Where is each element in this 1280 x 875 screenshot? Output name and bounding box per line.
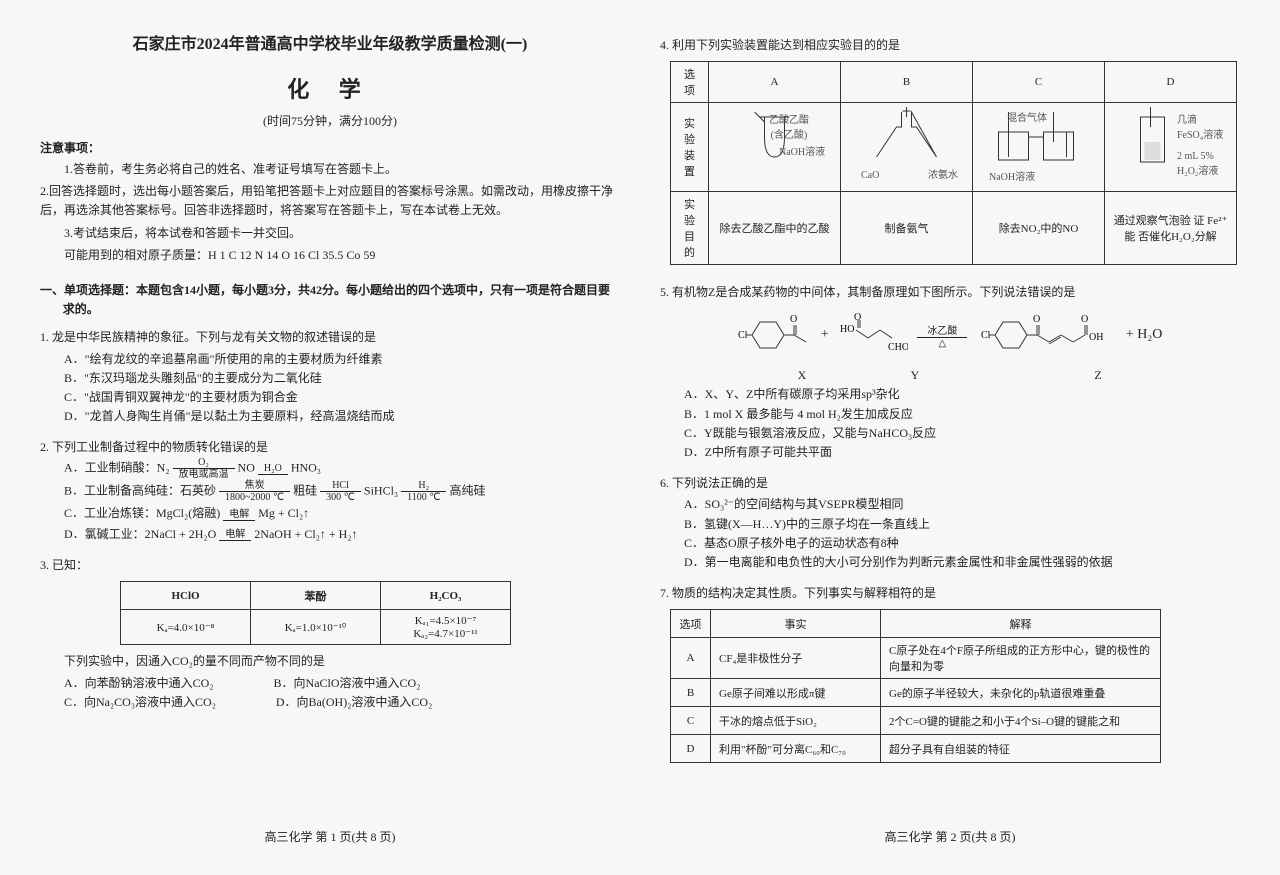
notice-head: 注意事项：	[40, 139, 620, 156]
q4-hdr-c: C	[973, 62, 1105, 103]
q7-table: 选项 事实 解释 ACF₄是非极性分子C原子处在4个F原子所组成的正方形中心，键…	[670, 609, 1161, 763]
q6-opt-a: A．SO₃²⁻的空间结构与其VSEPR模型相同	[684, 495, 1240, 514]
q1-text: 1. 龙是中华民族精神的象征。下列与龙有关文物的叙述错误的是	[40, 330, 376, 344]
q4-apparatus-c: 混合气体 NaOH溶液	[973, 103, 1105, 192]
question-3: 3. 已知： HClO 苯酚 H₂CO₃ Kₐ=4.0×10⁻⁸ Kₐ=1.0×…	[40, 556, 620, 712]
svg-text:OH: OH	[1089, 332, 1103, 343]
q5-opt-d: D．Z中所有原子可能共平面	[684, 443, 1240, 462]
q4-hdr-b: B	[841, 62, 973, 103]
q5-opt-b: B．1 mol X 最多能与 4 mol H₂发生加成反应	[684, 405, 1240, 424]
q5-opt-c: C．Y既能与银氨溶液反应，又能与NaHCO₃反应	[684, 424, 1240, 443]
question-6: 6. 下列说法正确的是 A．SO₃²⁻的空间结构与其VSEPR模型相同 B．氢键…	[660, 474, 1240, 572]
timing: (时间75分钟，满分100分)	[40, 112, 620, 129]
q4-aim-c: 除去NO₂中的NO	[973, 192, 1105, 265]
q3-h3: H₂CO₃	[381, 582, 511, 610]
svg-text:O: O	[1081, 314, 1088, 325]
q6-opt-b: B．氢键(X—H…Y)中的三原子均在一条直线上	[684, 515, 1240, 534]
q3-v1: Kₐ=4.0×10⁻⁸	[121, 610, 251, 645]
q4-table: 选项 A B C D 实验装置 乙酸乙酯(含乙酸) NaOH溶液	[670, 61, 1237, 265]
svg-text:CHO: CHO	[888, 342, 908, 353]
atomic-masses: 可能用到的相对原子质量：H 1 C 12 N 14 O 16 Cl 35.5 C…	[40, 246, 620, 265]
q7-row-a: ACF₄是非极性分子C原子处在4个F原子所组成的正方形中心，键的极性的向量和为零	[671, 638, 1161, 679]
q3-text: 3. 已知：	[40, 558, 88, 572]
q3-v3: Kₐ₁=4.5×10⁻⁷Kₐ₂=4.7×10⁻¹¹	[381, 610, 511, 645]
q1-opt-c: C．"战国青铜双翼神龙"的主要材质为铜合金	[64, 388, 620, 407]
q6-opt-d: D．第一电离能和电负性的大小可分别作为判断元素金属性和非金属性强弱的依据	[684, 553, 1240, 572]
q3-h1: HClO	[121, 582, 251, 610]
notice-1: 1.答卷前，考生务必将自己的姓名、准考证号填写在答题卡上。	[40, 160, 620, 179]
q7-row-c: C干冰的熔点低于SiO₂2个C=O键的键能之和小于4个Si–O键的键能之和	[671, 707, 1161, 735]
q4-hdr-opt: 选项	[671, 62, 709, 103]
q5-opt-a: A．X、Y、Z中所有碳原子均采用sp³杂化	[684, 385, 1240, 404]
footer-right: 高三化学 第 2 页(共 8 页)	[660, 816, 1240, 845]
svg-text:O: O	[1033, 314, 1040, 325]
q5-reaction: ClO + HOCHOO 冰乙酸△ ClOOOH + H₂O	[660, 310, 1240, 360]
section-1-head: 一、单项选择题：本题包含14小题，每小题3分，共42分。每小题给出的四个选项中，…	[40, 281, 620, 319]
page-left: 石家庄市2024年普通高中学校毕业年级教学质量检测(一) 化 学 (时间75分钟…	[40, 30, 620, 845]
notice-2: 2.回答选择题时，选出每小题答案后，用铅笔把答题卡上对应题目的答案标号涂黑。如需…	[40, 182, 620, 220]
q4-aim-d: 通过观察气泡验 证 Fe²⁺ 能 否催化H₂O₂分解	[1105, 192, 1237, 265]
svg-text:HO: HO	[840, 324, 854, 335]
notice-block: 注意事项： 1.答卷前，考生务必将自己的姓名、准考证号填写在答题卡上。 2.回答…	[40, 139, 620, 273]
q2-opt-b: B．工业制备高纯硅：石英砂 焦炭1800~2000 ℃ 粗硅 HCl300 ℃ …	[64, 480, 620, 503]
q4-apparatus-a: 乙酸乙酯(含乙酸) NaOH溶液	[709, 103, 841, 192]
q6-text: 6. 下列说法正确的是	[660, 476, 768, 490]
q1-opt-b: B．"东汉玛瑙龙头雕刻品"的主要成分为二氧化硅	[64, 369, 620, 388]
question-4: 4. 利用下列实验装置能达到相应实验目的的是 选项 A B C D 实验装置 乙…	[660, 36, 1240, 271]
svg-text:O: O	[854, 312, 861, 323]
q3-subtext: 下列实验中，因通入CO₂的量不同而产物不同的是	[40, 651, 620, 671]
q2-opt-c: C．工业冶炼镁：MgCl₂(熔融) 电解 Mg + Cl₂↑	[64, 503, 620, 523]
subject-title: 化 学	[40, 72, 620, 104]
q3-opt-a: A．向苯酚钠溶液中通入CO₂	[64, 674, 214, 693]
exam-title: 石家庄市2024年普通高中学校毕业年级教学质量检测(一)	[40, 30, 620, 54]
q1-opt-a: A．"绘有龙纹的辛追墓帛画"所使用的帛的主要材质为纤维素	[64, 350, 620, 369]
q3-opt-b: B．向NaClO溶液中通入CO₂	[274, 674, 421, 693]
question-7: 7. 物质的结构决定其性质。下列事实与解释相符的是 选项 事实 解释 ACF₄是…	[660, 584, 1240, 769]
q3-opt-d: D．向Ba(OH)₂溶液中通入CO₂	[276, 693, 432, 712]
q2-opt-a: A．工业制硝酸：N₂ O₂放电或高温 NO H₂O HNO₃	[64, 457, 620, 480]
structure-z-icon: ClOOOH	[977, 310, 1117, 360]
footer-left: 高三化学 第 1 页(共 8 页)	[40, 816, 620, 845]
q4-apparatus-b: CaO 浓氨水	[841, 103, 973, 192]
q1-opt-d: D．"龙首人身陶生肖俑"是以黏土为主要原料，经高温烧结而成	[64, 407, 620, 426]
q7-row-d: D利用"杯酚"可分离C₆₀和C₇₀超分子具有自组装的特征	[671, 735, 1161, 763]
q7-hdr-f: 事实	[711, 610, 881, 638]
q7-hdr-o: 选项	[671, 610, 711, 638]
q5-text: 5. 有机物Z是合成某药物的中间体，其制备原理如下图所示。下列说法错误的是	[660, 285, 1075, 299]
q7-text: 7. 物质的结构决定其性质。下列事实与解释相符的是	[660, 586, 936, 600]
q7-hdr-e: 解释	[881, 610, 1161, 638]
q5-labels: X Y Z	[660, 368, 1240, 383]
q3-opt-c: C．向Na₂CO₃溶液中通入CO₂	[64, 693, 216, 712]
q4-hdr-d: D	[1105, 62, 1237, 103]
q4-text: 4. 利用下列实验装置能达到相应实验目的的是	[660, 38, 900, 52]
q4-apparatus-d: 几滴FeSO₄溶液 2 mL 5%H₂O₂溶液	[1105, 103, 1237, 192]
q4-row-apparatus-label: 实验装置	[671, 103, 709, 192]
structure-x-icon: ClO	[732, 310, 812, 360]
structure-y-icon: HO CHO O	[838, 310, 908, 360]
notice-3: 3.考试结束后，将本试卷和答题卡一并交回。	[40, 224, 620, 243]
q2-opt-d: D．氯碱工业：2NaCl + 2H₂O 电解 2NaOH + Cl₂↑ + H₂…	[64, 524, 620, 544]
svg-text:O: O	[790, 314, 797, 325]
q6-opt-c: C．基态O原子核外电子的运动状态有8种	[684, 534, 1240, 553]
q4-hdr-a: A	[709, 62, 841, 103]
q4-row-aim-label: 实验目的	[671, 192, 709, 265]
q3-v2: Kₐ=1.0×10⁻¹⁰	[251, 610, 381, 645]
q3-h2: 苯酚	[251, 582, 381, 610]
q7-row-b: BGe原子间难以形成π键Ge的原子半径较大，未杂化的p轨道很难重叠	[671, 679, 1161, 707]
q2-text: 2. 下列工业制备过程中的物质转化错误的是	[40, 440, 268, 454]
page-right: 4. 利用下列实验装置能达到相应实验目的的是 选项 A B C D 实验装置 乙…	[660, 30, 1240, 845]
q4-aim-a: 除去乙酸乙酯中的乙酸	[709, 192, 841, 265]
q4-aim-b: 制备氨气	[841, 192, 973, 265]
q3-table: HClO 苯酚 H₂CO₃ Kₐ=4.0×10⁻⁸ Kₐ=1.0×10⁻¹⁰ K…	[120, 581, 511, 645]
question-5: 5. 有机物Z是合成某药物的中间体，其制备原理如下图所示。下列说法错误的是 Cl…	[660, 283, 1240, 462]
question-1: 1. 龙是中华民族精神的象征。下列与龙有关文物的叙述错误的是 A．"绘有龙纹的辛…	[40, 328, 620, 426]
question-2: 2. 下列工业制备过程中的物质转化错误的是 A．工业制硝酸：N₂ O₂放电或高温…	[40, 438, 620, 544]
